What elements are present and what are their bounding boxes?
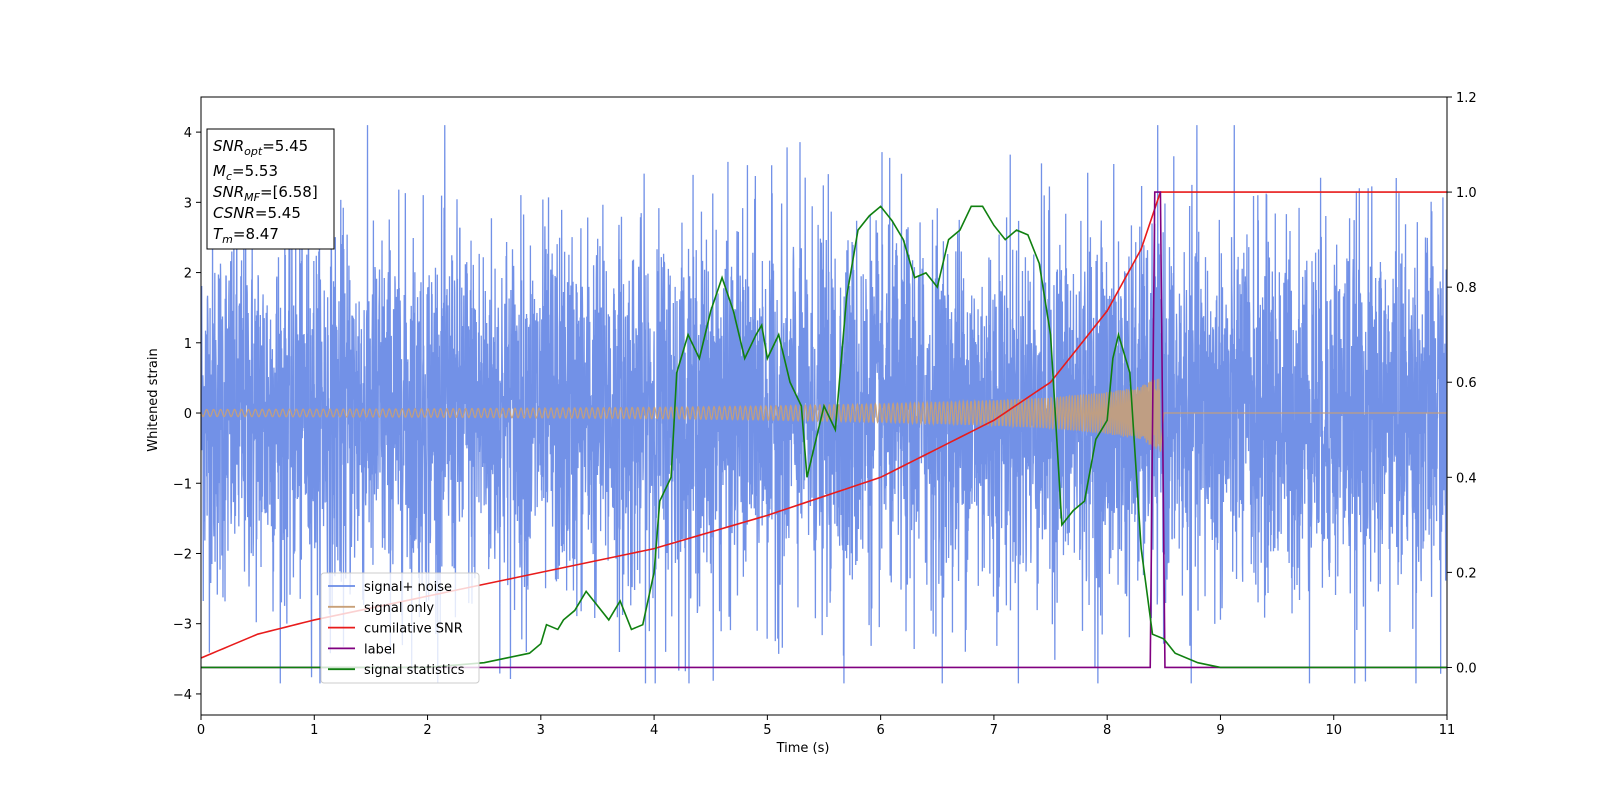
y-axis-title: Whitened strain bbox=[146, 348, 161, 451]
y-tick-label: −1 bbox=[173, 477, 192, 492]
annotation-value: =5.45 bbox=[255, 204, 301, 222]
annotation-value: =5.53 bbox=[232, 162, 278, 180]
annotation-value: =8.47 bbox=[233, 225, 279, 243]
y-tick-label: 0 bbox=[184, 407, 192, 422]
x-tick-label: 2 bbox=[423, 723, 431, 738]
annotation-symbol: T bbox=[213, 225, 224, 243]
annotation-symbol: SNR bbox=[213, 183, 244, 201]
legend-entry-label: signal only bbox=[364, 601, 434, 616]
y-tick-label: −2 bbox=[173, 547, 192, 562]
annotation-subscript: c bbox=[226, 170, 232, 183]
x-tick-label: 5 bbox=[763, 723, 771, 738]
plot-frame bbox=[200, 96, 1448, 716]
annotation-subscript: opt bbox=[244, 145, 263, 158]
annotation-box: SNRopt=5.45Mc=5.53SNRMF=[6.58]CSNR=5.45T… bbox=[206, 128, 335, 250]
x-tick-label: 0 bbox=[197, 723, 205, 738]
y-tick-label: −4 bbox=[173, 688, 192, 703]
y2-tick-label: 0.6 bbox=[1456, 376, 1477, 391]
axes: 0 1 2 3 4 5 6 7 8 9 10 11 −4 −3 −2 −1 0 1 2 3 4 0.0 0.2 0.4 0.6 0… bbox=[173, 91, 1477, 738]
annotation-line: Mc=5.53 bbox=[213, 162, 278, 183]
y2-tick-label: 0.4 bbox=[1456, 471, 1477, 486]
y2-tick-label: 0.2 bbox=[1456, 566, 1477, 581]
x-axis-title: Time (s) bbox=[776, 741, 830, 756]
annotation-line: SNRopt=5.45 bbox=[213, 137, 308, 158]
annotation-symbol: M bbox=[213, 162, 226, 180]
x-tick-label: 6 bbox=[876, 723, 884, 738]
x-tick-label: 11 bbox=[1439, 723, 1456, 738]
y-tick-label: 1 bbox=[184, 337, 192, 352]
y2-tick-label: 1.2 bbox=[1456, 91, 1477, 106]
series-label-line bbox=[201, 191, 1447, 669]
annotation-line: Tm=8.47 bbox=[213, 225, 279, 246]
y-tick-label: −3 bbox=[173, 618, 192, 633]
y2-tick-label: 0.8 bbox=[1456, 281, 1477, 296]
legend-entry-label: label bbox=[364, 642, 395, 657]
legend-entry-label: signal statistics bbox=[364, 663, 465, 678]
x-tick-label: 9 bbox=[1216, 723, 1224, 738]
annotation-value: =5.45 bbox=[262, 137, 308, 155]
x-tick-label: 8 bbox=[1103, 723, 1111, 738]
legend-box bbox=[320, 572, 480, 684]
legend: signal+ noise signal only cumilative SNR la… bbox=[320, 572, 480, 684]
annotation-subscript: m bbox=[222, 233, 233, 246]
series-signal-noise-line bbox=[201, 125, 1447, 684]
x-tick-label: 4 bbox=[650, 723, 658, 738]
x-tick-label: 10 bbox=[1325, 723, 1342, 738]
y2-tick-label: 0.0 bbox=[1456, 661, 1477, 676]
y2-tick-label: 1.0 bbox=[1456, 186, 1477, 201]
annotation-line: SNRMF=[6.58] bbox=[213, 183, 318, 204]
x-tick-label: 3 bbox=[537, 723, 545, 738]
annotation-symbol: SNR bbox=[213, 137, 244, 155]
y-tick-label: 4 bbox=[184, 126, 192, 141]
annotation-value: =[6.58] bbox=[260, 183, 318, 201]
legend-entry-label: cumilative SNR bbox=[364, 622, 463, 637]
legend-entry-label: signal+ noise bbox=[364, 580, 452, 595]
x-tick-label: 7 bbox=[990, 723, 998, 738]
annotation-line: CSNR=5.45 bbox=[213, 204, 301, 222]
y-tick-label: 3 bbox=[184, 196, 192, 211]
annotation-subscript: MF bbox=[244, 191, 260, 204]
annotation-frame bbox=[206, 128, 335, 250]
y-tick-label: 2 bbox=[184, 267, 192, 282]
annotation-symbol: CSNR bbox=[213, 204, 255, 222]
x-tick-label: 1 bbox=[310, 723, 318, 738]
series-signal-statistics-line bbox=[201, 205, 1447, 669]
